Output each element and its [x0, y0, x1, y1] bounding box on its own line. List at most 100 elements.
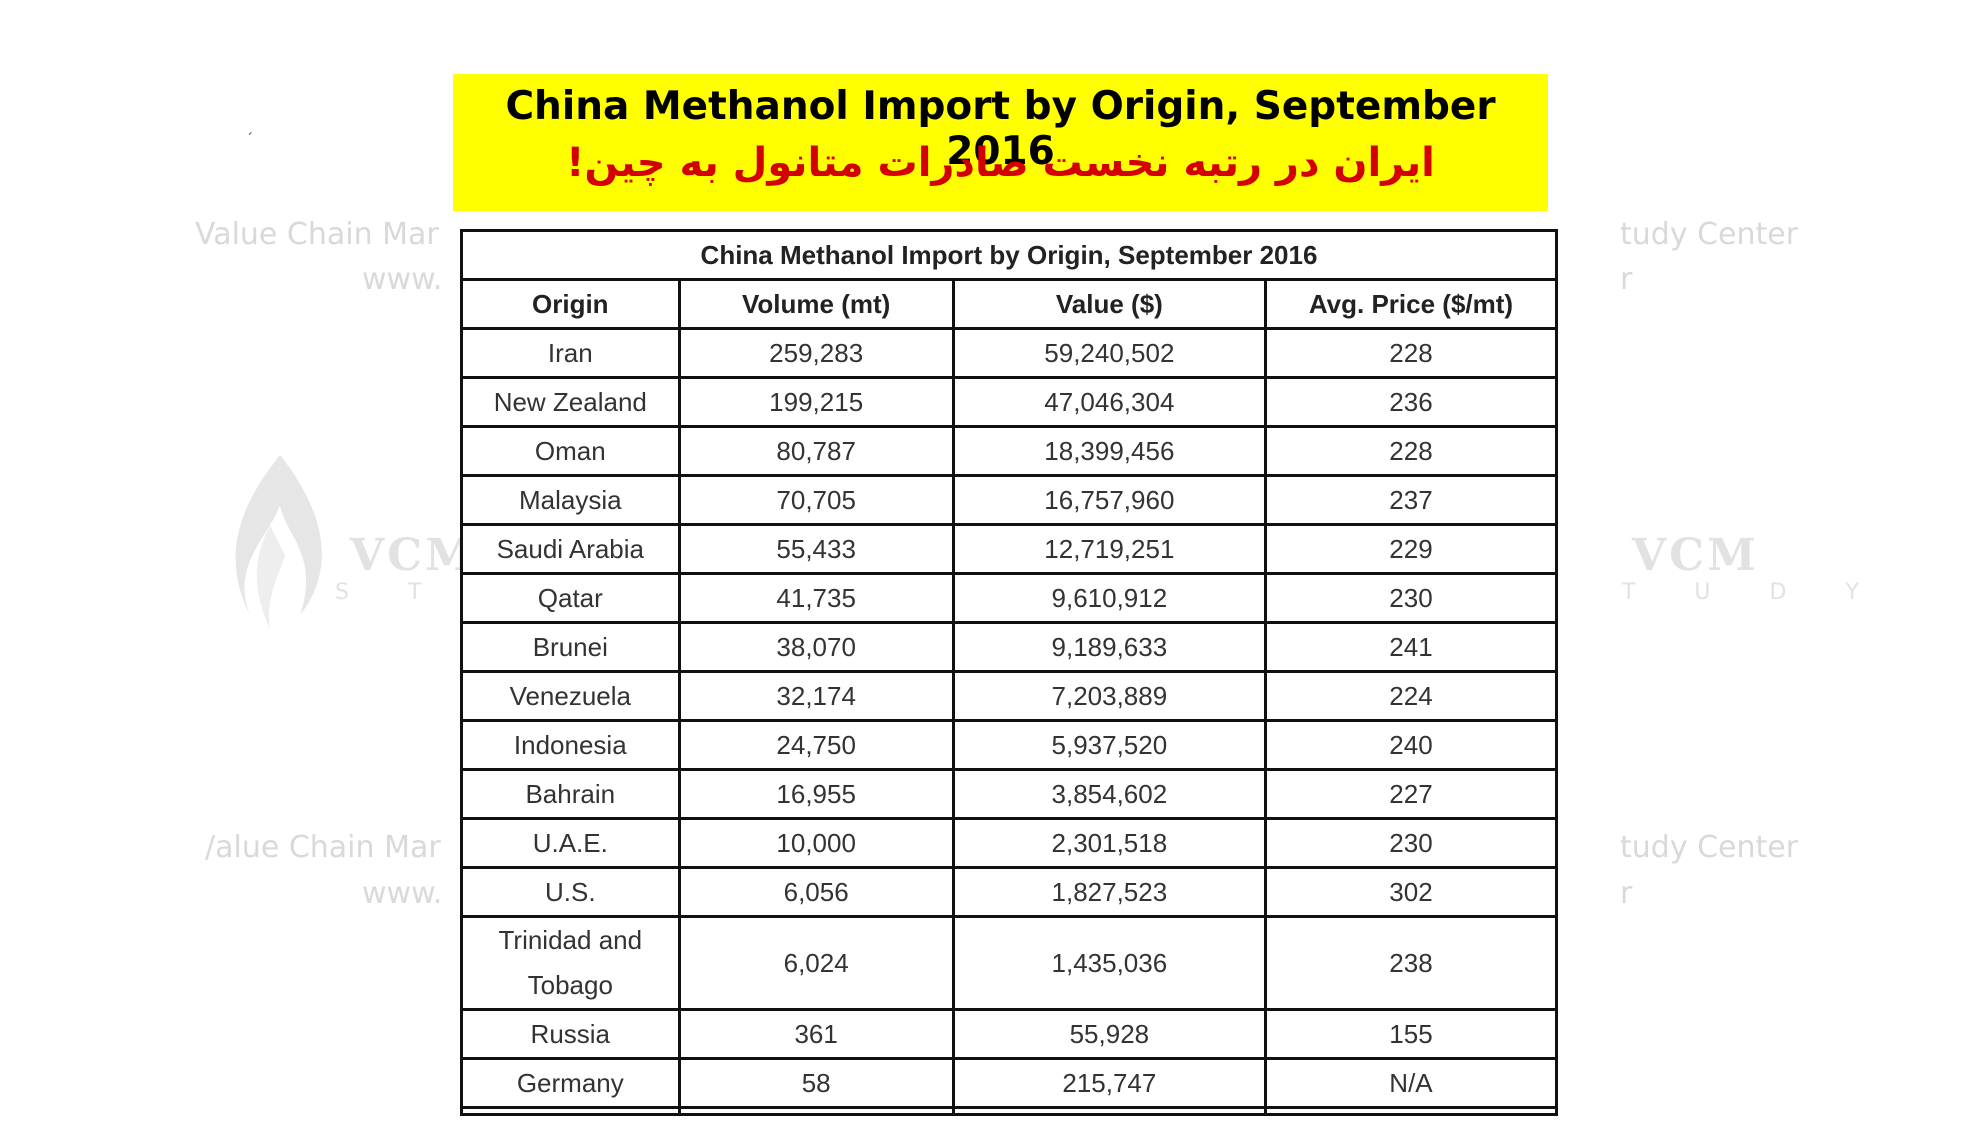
table-row: Iran 259,283 59,240,502 228: [460, 327, 1559, 379]
watermark-text: tudy Center: [1620, 830, 1799, 865]
cell-origin: U.A.E.: [460, 817, 681, 869]
cell-volume: 58: [677, 1057, 955, 1109]
table-row: U.S. 6,056 1,827,523 302: [460, 866, 1559, 918]
cell-volume: 80,787: [677, 425, 955, 477]
cell-volume: 24,750: [677, 719, 955, 771]
cell-origin: Malaysia: [460, 474, 681, 526]
watermark-text: tudy Center: [1620, 217, 1799, 252]
cell-volume: 259,283: [677, 327, 955, 379]
table-row: U.A.E. 10,000 2,301,518 230: [460, 817, 1559, 869]
cell-value: 1,827,523: [951, 866, 1267, 918]
cell-volume: 55,433: [677, 523, 955, 575]
cell-avg-price: 224: [1263, 670, 1559, 722]
cell-value: 2,301,518: [951, 817, 1267, 869]
watermark-text: r: [1620, 876, 1633, 911]
cell-avg-price: 155: [1263, 1008, 1559, 1060]
cell-value: 9,610,912: [951, 572, 1267, 624]
table-row: Venezuela 32,174 7,203,889 224: [460, 670, 1559, 722]
column-header: Value ($): [951, 278, 1267, 330]
cell-avg-price: 237: [1263, 474, 1559, 526]
cell-volume: 361: [677, 1008, 955, 1060]
flame-logo-icon: [235, 455, 322, 630]
column-header: Avg. Price ($/mt): [1263, 278, 1559, 330]
cell-volume: 38,070: [677, 621, 955, 673]
watermark-text: www.: [362, 876, 443, 911]
watermark-logo-text: VCM: [1632, 530, 1759, 581]
column-header: Volume (mt): [677, 278, 955, 330]
cell-origin: Venezuela: [460, 670, 681, 722]
cell-value: 12,719,251: [951, 523, 1267, 575]
cell-value: 3,854,602: [951, 768, 1267, 820]
cell-avg-price: 240: [1263, 719, 1559, 771]
cell-volume: 10,000: [677, 817, 955, 869]
cell-origin: New Zealand: [460, 376, 681, 428]
cell-value: 9,189,633: [951, 621, 1267, 673]
cell-origin: Iran: [460, 327, 681, 379]
cell-value: 1,435,036: [951, 915, 1267, 1011]
cell-volume: 16,955: [677, 768, 955, 820]
table-row: Indonesia 24,750 5,937,520 240: [460, 719, 1559, 771]
cell-avg-price: 230: [1263, 817, 1559, 869]
cell-avg-price: N/A: [1263, 1057, 1559, 1109]
cell-avg-price: 236: [1263, 376, 1559, 428]
watermark-text: www.: [362, 262, 443, 297]
table-title: China Methanol Import by Origin, Septemb…: [460, 229, 1558, 281]
methanol-import-table: China Methanol Import by Origin, Septemb…: [460, 229, 1559, 1116]
cell-empty: [1263, 1106, 1559, 1116]
table-row: Oman 80,787 18,399,456 228: [460, 425, 1559, 477]
cell-value: 215,747: [951, 1057, 1267, 1109]
cell-origin: Bahrain: [460, 768, 681, 820]
table-row: Saudi Arabia 55,433 12,719,251 229: [460, 523, 1559, 575]
cell-volume: 6,024: [677, 915, 955, 1011]
cell-volume: 70,705: [677, 474, 955, 526]
cell-origin: U.S.: [460, 866, 681, 918]
cell-value: 55,928: [951, 1008, 1267, 1060]
cell-empty: [951, 1106, 1267, 1116]
table-row: Trinidad and Tobago 6,024 1,435,036 238: [460, 915, 1559, 1011]
watermark-text: /alue Chain Mar: [205, 830, 441, 865]
title-banner: China Methanol Import by Origin, Septemb…: [453, 74, 1548, 211]
cell-avg-price: 228: [1263, 425, 1559, 477]
cell-avg-price: 230: [1263, 572, 1559, 624]
table-row: Qatar 41,735 9,610,912 230: [460, 572, 1559, 624]
cell-avg-price: 241: [1263, 621, 1559, 673]
table-row: Malaysia 70,705 16,757,960 237: [460, 474, 1559, 526]
cell-volume: 41,735: [677, 572, 955, 624]
cell-avg-price: 227: [1263, 768, 1559, 820]
cell-origin: Saudi Arabia: [460, 523, 681, 575]
column-header: Origin: [460, 278, 681, 330]
cell-volume: 32,174: [677, 670, 955, 722]
watermark-text: r: [1620, 262, 1633, 297]
cell-value: 5,937,520: [951, 719, 1267, 771]
cell-origin: Indonesia: [460, 719, 681, 771]
cell-avg-price: 238: [1263, 915, 1559, 1011]
stray-mark: ´: [246, 132, 253, 148]
table-row: New Zealand 199,215 47,046,304 236: [460, 376, 1559, 428]
cell-empty: [460, 1106, 681, 1116]
cell-value: 18,399,456: [951, 425, 1267, 477]
cell-value: 7,203,889: [951, 670, 1267, 722]
cell-origin: Trinidad and Tobago: [460, 915, 681, 1011]
cell-origin: Qatar: [460, 572, 681, 624]
banner-title-english: China Methanol Import by Origin, Septemb…: [505, 84, 1496, 174]
cell-avg-price: 229: [1263, 523, 1559, 575]
watermark-text: Value Chain Mar: [195, 217, 439, 252]
cell-value: 59,240,502: [951, 327, 1267, 379]
watermark-logo-sub: T U D Y: [1622, 580, 1885, 605]
cell-origin: Russia: [460, 1008, 681, 1060]
cell-avg-price: 228: [1263, 327, 1559, 379]
table-row: Germany 58 215,747 N/A: [460, 1057, 1559, 1109]
cell-avg-price: 302: [1263, 866, 1559, 918]
table-row: Russia 361 55,928 155: [460, 1008, 1559, 1060]
cell-volume: 6,056: [677, 866, 955, 918]
table-row: Bahrain 16,955 3,854,602 227: [460, 768, 1559, 820]
cell-origin: Oman: [460, 425, 681, 477]
cell-value: 16,757,960: [951, 474, 1267, 526]
table-header-row: Origin Volume (mt) Value ($) Avg. Price …: [460, 278, 1559, 330]
cell-empty: [677, 1106, 955, 1116]
table-row: Brunei 38,070 9,189,633 241: [460, 621, 1559, 673]
watermark-logo-text: VCM: [350, 530, 477, 581]
cell-value: 47,046,304: [951, 376, 1267, 428]
cell-origin: Germany: [460, 1057, 681, 1109]
banner-title-persian: ایران در رتبه نخست صادرات متانول به چین!: [566, 140, 1435, 186]
